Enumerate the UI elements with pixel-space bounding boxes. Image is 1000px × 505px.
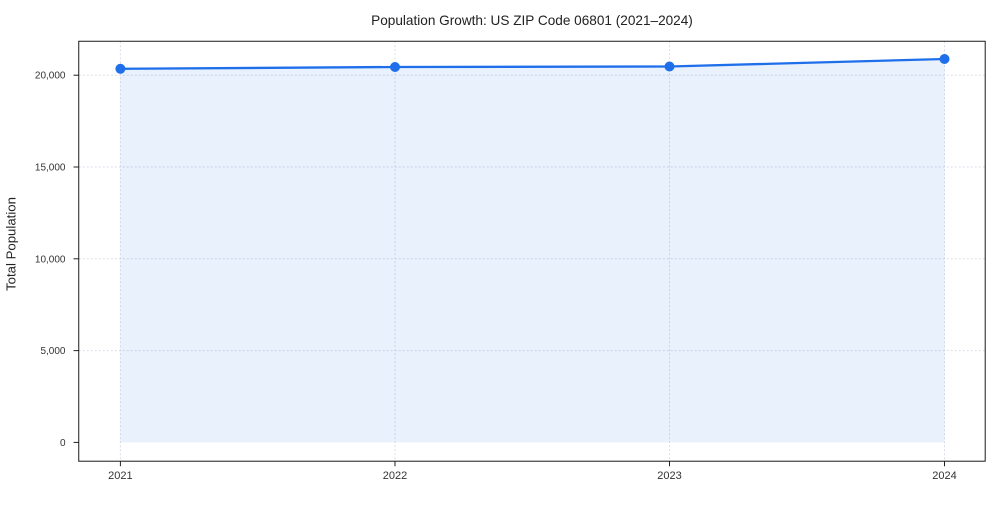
svg-text:5,000: 5,000 bbox=[40, 346, 65, 357]
svg-text:2021: 2021 bbox=[108, 470, 132, 482]
svg-text:20,000: 20,000 bbox=[35, 71, 66, 82]
svg-text:15,000: 15,000 bbox=[35, 163, 66, 174]
svg-text:2022: 2022 bbox=[383, 470, 407, 482]
svg-text:0: 0 bbox=[60, 438, 66, 449]
svg-text:10,000: 10,000 bbox=[35, 254, 66, 265]
svg-text:2024: 2024 bbox=[932, 470, 956, 482]
svg-text:2023: 2023 bbox=[657, 470, 681, 482]
